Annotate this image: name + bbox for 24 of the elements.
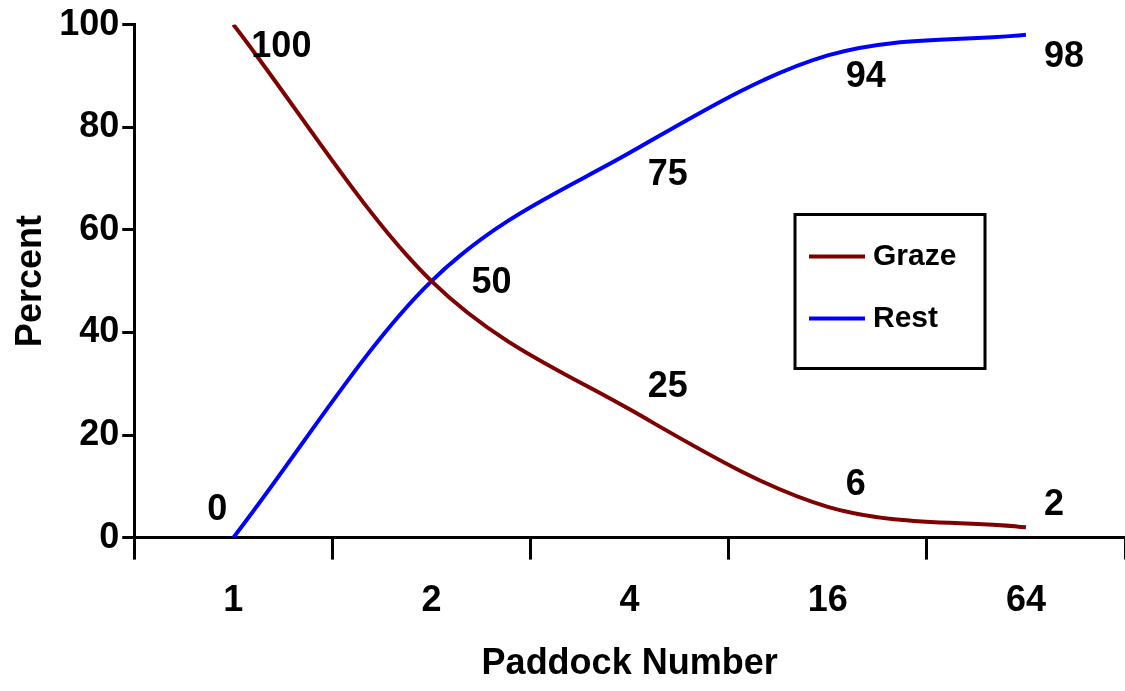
y-tick-label: 100 (59, 1, 120, 43)
data-label: 50 (471, 260, 512, 302)
y-axis-title: Percent (7, 215, 49, 348)
x-tick-label: 64 (1005, 578, 1046, 620)
y-tick-label: 20 (79, 411, 120, 453)
data-label: 0 (207, 486, 228, 528)
data-label: 75 (647, 151, 688, 193)
x-tick-label: 1 (223, 578, 244, 620)
data-label: 6 (845, 461, 866, 503)
x-tick-label: 16 (807, 578, 848, 620)
x-tick-label: 4 (619, 578, 640, 620)
data-label: 94 (845, 54, 886, 96)
legend-label: Graze (873, 237, 957, 271)
data-label: 25 (647, 364, 688, 406)
data-label: 98 (1043, 33, 1084, 75)
y-tick-label: 40 (79, 309, 120, 351)
x-tick-label: 2 (421, 578, 442, 620)
y-tick-label: 0 (99, 514, 120, 556)
data-label: 2 (1043, 482, 1064, 524)
data-label: 100 (251, 23, 312, 65)
legend-label: Rest (873, 299, 939, 333)
y-tick-label: 60 (79, 206, 120, 248)
y-tick-label: 80 (79, 104, 120, 146)
x-axis-title: Paddock Number (481, 641, 778, 683)
